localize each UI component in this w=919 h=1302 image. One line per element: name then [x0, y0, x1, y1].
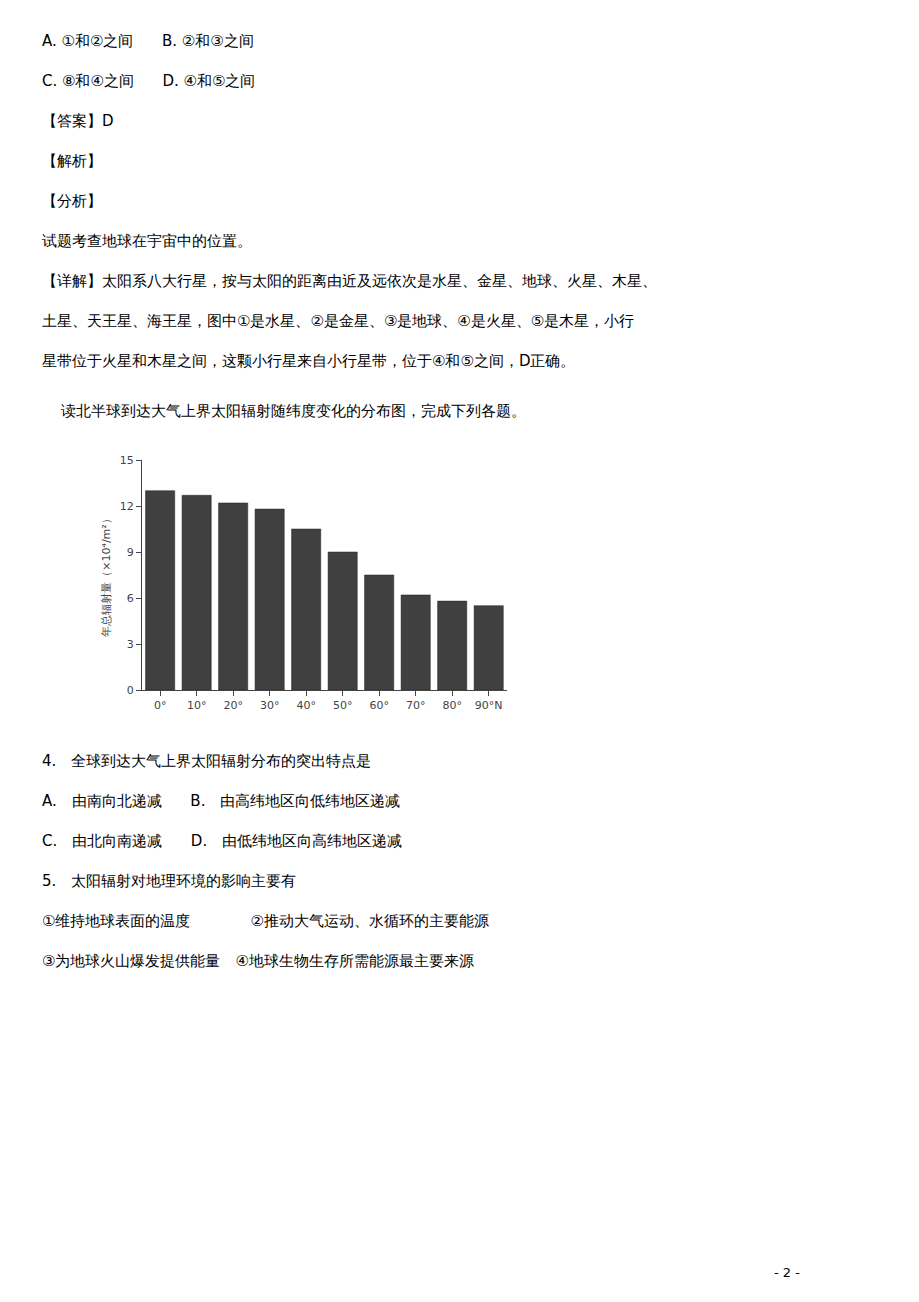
svg-text:年总辐射量（×10⁴/m²）: 年总辐射量（×10⁴/m²）: [100, 513, 113, 636]
svg-text:土星、天王星、海王星，图中①是水星、②是金星、③是地球、④是: 土星、天王星、海王星，图中①是水星、②是金星、③是地球、④是火星、⑤是木星，小行: [42, 312, 634, 330]
svg-text:3: 3: [127, 638, 134, 651]
svg-text:C. 由北向南递减 D. 由低纬地区向高纬地区递减: C. 由北向南递减 D. 由低纬地区向高纬地区递减: [42, 832, 402, 850]
svg-text:10°: 10°: [187, 699, 207, 712]
svg-text:15: 15: [120, 454, 134, 467]
svg-text:①维持地球表面的温度 ②推动大气运动、水循环的主要能源: ①维持地球表面的温度 ②推动大气运动、水循环的主要能源: [42, 912, 489, 930]
svg-text:试题考查地球在宇宙中的位置。: 试题考查地球在宇宙中的位置。: [42, 232, 252, 250]
svg-text:③为地球火山爆发提供能量 ④地球生物生存所需能源最主要来源: ③为地球火山爆发提供能量 ④地球生物生存所需能源最主要来源: [42, 952, 474, 970]
svg-text:30°: 30°: [260, 699, 280, 712]
svg-text:【详解】太阳系八大行星，按与太阳的距离由近及远依次是水星、金: 【详解】太阳系八大行星，按与太阳的距离由近及远依次是水星、金星、地球、火星、木星…: [42, 272, 657, 290]
svg-text:12: 12: [120, 500, 134, 513]
svg-text:50°: 50°: [333, 699, 353, 712]
svg-text:0: 0: [127, 684, 134, 697]
svg-text:A. 由南向北递减 B. 由高纬地区向低纬地区递减: A. 由南向北递减 B. 由高纬地区向低纬地区递减: [42, 792, 400, 810]
svg-text:读北半球到达大气上界太阳辐射随纬度变化的分布图，完成下列各题: 读北半球到达大气上界太阳辐射随纬度变化的分布图，完成下列各题。: [42, 402, 526, 420]
svg-text:4. 全球到达大气上界太阳辐射分布的突出特点是: 4. 全球到达大气上界太阳辐射分布的突出特点是: [42, 752, 371, 770]
svg-text:A. ①和②之间 B. ②和③之间: A. ①和②之间 B. ②和③之间: [42, 32, 254, 50]
svg-text:星带位于火星和木星之间，这颗小行星来自小行星带，位于④和⑤之: 星带位于火星和木星之间，这颗小行星来自小行星带，位于④和⑤之间，D正确。: [42, 352, 575, 370]
svg-text:90°N: 90°N: [475, 699, 503, 712]
svg-text:0°: 0°: [154, 699, 167, 712]
svg-text:C. ⑧和④之间 D. ④和⑤之间: C. ⑧和④之间 D. ④和⑤之间: [42, 72, 256, 90]
svg-text:9: 9: [127, 546, 134, 559]
svg-text:【答案】D: 【答案】D: [42, 112, 114, 130]
svg-text:【解析】: 【解析】: [42, 152, 102, 170]
svg-text:- 2 -: - 2 -: [774, 1265, 800, 1280]
svg-text:40°: 40°: [296, 699, 316, 712]
svg-text:20°: 20°: [223, 699, 243, 712]
svg-text:60°: 60°: [369, 699, 389, 712]
svg-text:6: 6: [127, 592, 134, 605]
svg-text:【分析】: 【分析】: [42, 192, 102, 210]
svg-text:5. 太阳辐射对地理环境的影响主要有: 5. 太阳辐射对地理环境的影响主要有: [42, 872, 296, 890]
svg-text:70°: 70°: [406, 699, 426, 712]
svg-text:80°: 80°: [442, 699, 462, 712]
